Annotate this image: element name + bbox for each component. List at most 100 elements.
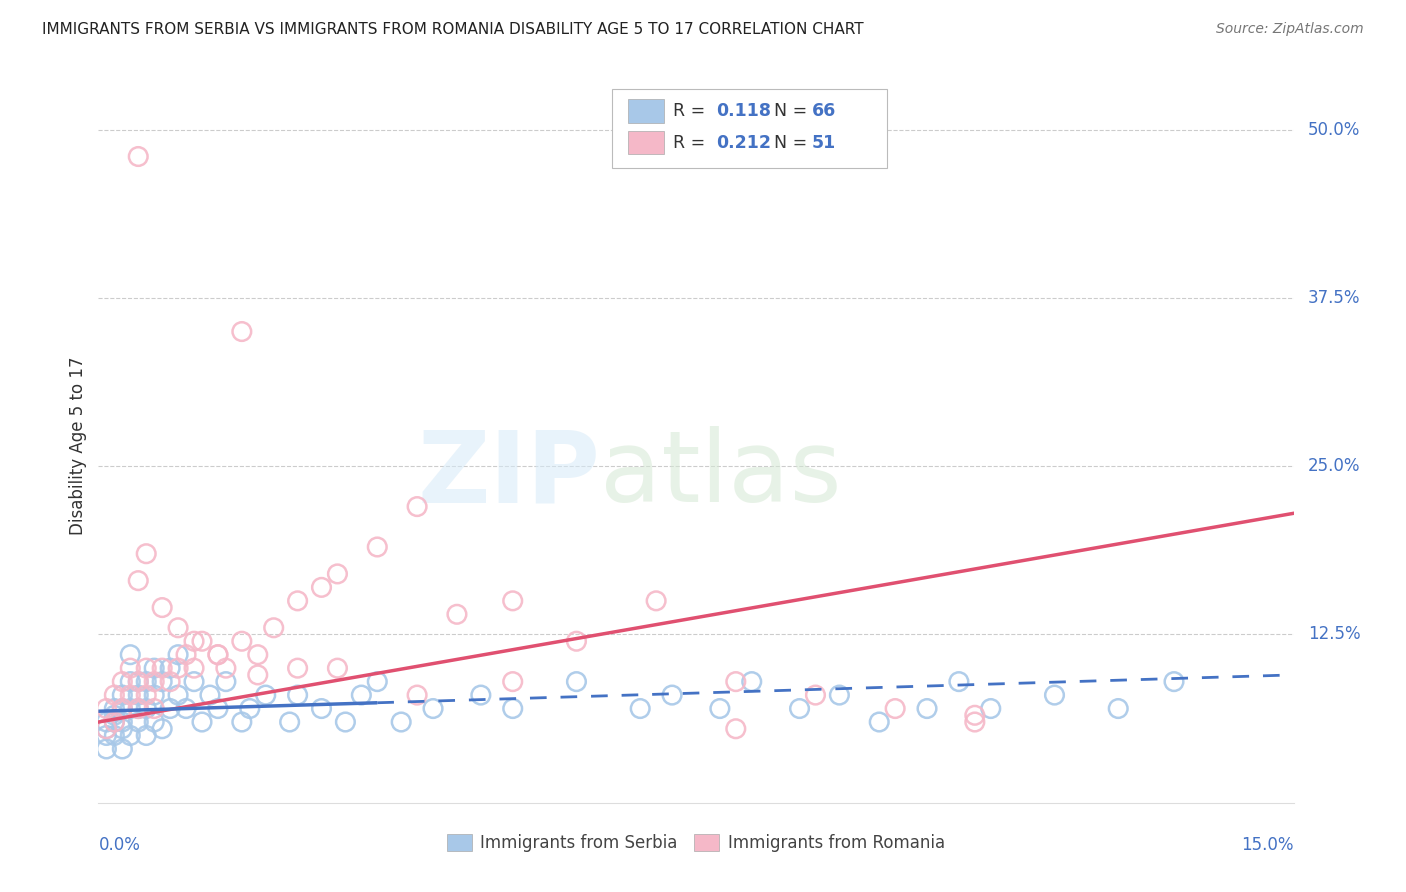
Point [565,634,588,648]
Point [215,674,238,689]
Y-axis label: Disability Age 5 to 17: Disability Age 5 to 17 [69,357,87,535]
Point [120,648,142,662]
Point [191,714,214,729]
Point [287,661,309,675]
Point [150,661,173,675]
Point [120,729,142,743]
Point [96,742,118,756]
Point [103,688,125,702]
Point [96,729,118,743]
Point [111,674,134,689]
Point [103,729,125,743]
Point [127,714,149,729]
Point [231,714,253,729]
Point [135,729,157,743]
Text: R =: R = [673,134,711,152]
Text: atlas: atlas [600,426,842,523]
Point [389,714,412,729]
Point [446,607,468,622]
Point [311,580,333,594]
Point [127,574,149,588]
Point [127,701,149,715]
Text: 0.118: 0.118 [716,103,772,120]
Point [127,674,149,689]
Point [159,674,181,689]
Text: 37.5%: 37.5% [1308,289,1361,307]
Text: N =: N = [773,103,813,120]
Point [183,661,205,675]
Point [111,701,134,715]
Point [127,688,149,702]
Point [215,661,238,675]
Point [127,674,149,689]
Point [167,621,190,635]
Point [311,701,333,715]
Point [120,661,142,675]
Point [198,688,221,702]
Point [231,634,253,648]
Point [167,648,190,662]
Point [350,688,373,702]
Point [287,688,309,702]
Point [103,708,125,723]
Point [111,722,134,736]
Point [406,688,429,702]
Point [96,722,118,736]
Point [127,149,149,163]
Point [645,594,668,608]
Point [980,701,1002,715]
Text: 0.0%: 0.0% [98,837,141,855]
Point [422,701,444,715]
Point [167,688,190,702]
Text: 0.212: 0.212 [716,134,772,152]
Point [120,674,142,689]
Text: 12.5%: 12.5% [1308,625,1361,643]
Text: ZIP: ZIP [418,426,600,523]
Point [135,547,157,561]
Point [565,674,588,689]
Text: 51: 51 [811,134,837,152]
Point [231,325,253,339]
Point [207,648,229,662]
Point [174,648,197,662]
Point [948,674,970,689]
Point [111,701,134,715]
Point [120,701,142,715]
FancyBboxPatch shape [613,89,887,168]
Point [246,668,269,682]
Point [135,688,157,702]
Point [828,688,851,702]
Point [103,714,125,729]
Point [127,701,149,715]
Point [287,594,309,608]
Text: N =: N = [773,134,813,152]
Point [191,634,214,648]
Point [150,722,173,736]
Point [915,701,938,715]
Point [96,701,118,715]
FancyBboxPatch shape [628,130,664,154]
Point [207,648,229,662]
Text: 66: 66 [811,103,837,120]
Point [709,701,731,715]
Point [103,701,125,715]
Point [150,600,173,615]
Point [103,714,125,729]
Point [661,688,683,702]
Point [789,701,811,715]
Text: R =: R = [673,103,711,120]
Point [96,722,118,736]
Point [207,701,229,715]
Point [135,674,157,689]
Point [263,621,285,635]
Text: 25.0%: 25.0% [1308,458,1361,475]
Point [167,661,190,675]
Point [111,742,134,756]
Point [470,688,492,702]
FancyBboxPatch shape [628,99,664,123]
Point [868,714,890,729]
Point [120,688,142,702]
Point [724,722,747,736]
Point [111,688,134,702]
Point [502,674,524,689]
